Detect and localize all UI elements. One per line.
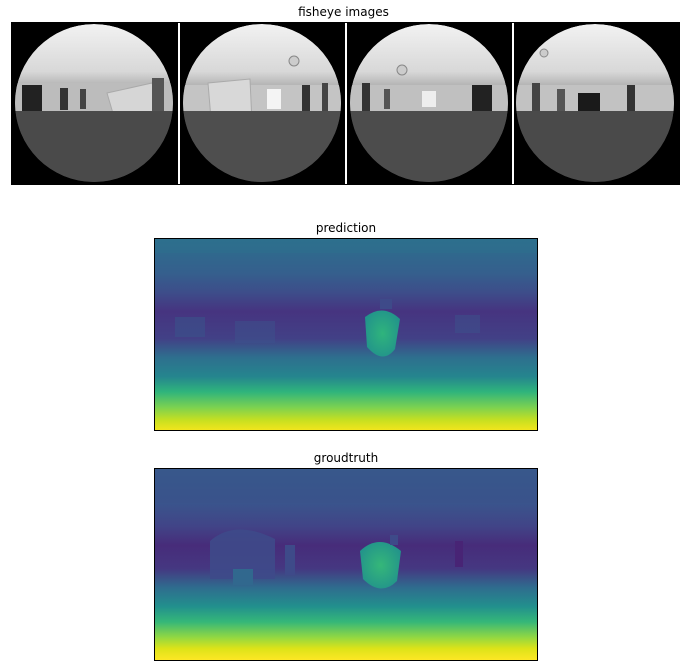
groundtruth-object — [360, 542, 401, 589]
groundtruth-svg — [155, 469, 537, 660]
fisheye-svg — [15, 23, 674, 184]
fisheye-view-3 — [350, 24, 508, 182]
groundtruth-title: groudtruth — [313, 451, 379, 465]
fisheye-view-2 — [183, 24, 341, 182]
prediction-object — [365, 310, 400, 357]
fisheye-view-1 — [15, 24, 173, 182]
prediction-svg — [155, 239, 537, 430]
prediction-depth-map — [154, 238, 538, 431]
prediction-title: prediction — [315, 221, 377, 235]
fisheye-strip — [11, 22, 680, 185]
groundtruth-depth-map — [154, 468, 538, 661]
fisheye-title: fisheye images — [298, 5, 389, 19]
fisheye-view-4 — [516, 24, 674, 182]
